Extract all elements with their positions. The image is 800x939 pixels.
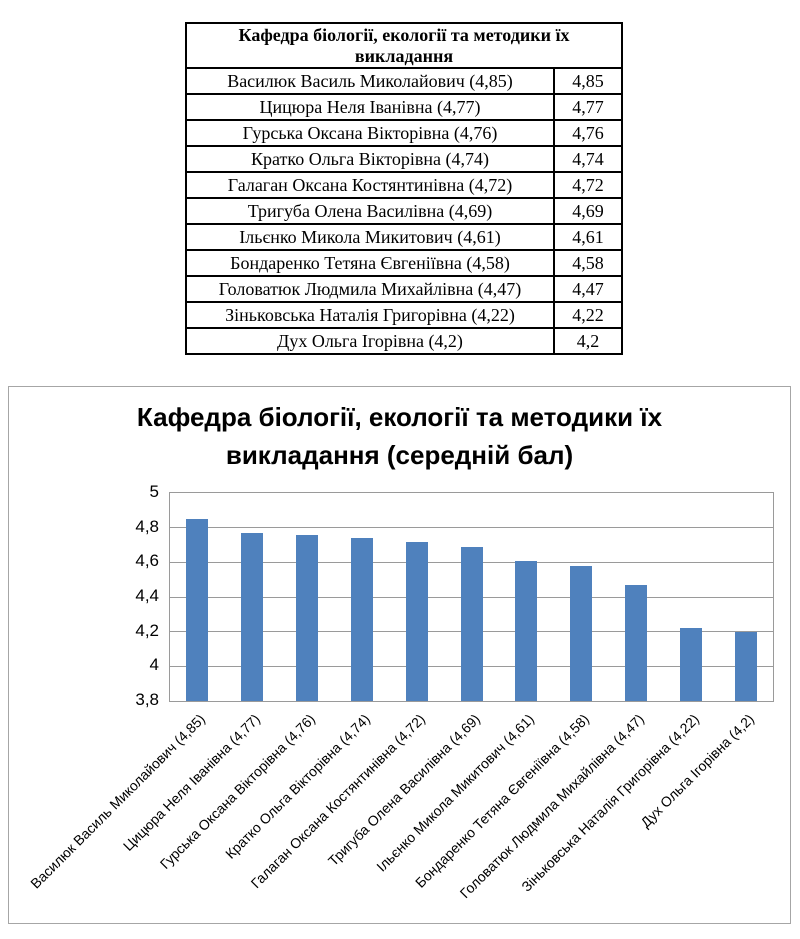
- table-row: Ільєнко Микола Микитович (4,61) 4,61: [185, 223, 624, 251]
- bar: [296, 534, 319, 701]
- table-cell-name: Цицюра Неля Іванівна (4,77): [185, 93, 555, 121]
- bar: [570, 565, 593, 701]
- table-row: Галаган Оксана Костянтинівна (4,72) 4,72: [185, 171, 624, 199]
- bar: [460, 546, 483, 701]
- table-row: Головатюк Людмила Михайлівна (4,47) 4,47: [185, 275, 624, 303]
- bar: [241, 532, 264, 701]
- bar: [405, 541, 428, 701]
- table-body: Василюк Василь Миколайович (4,85) 4,85 Циц…: [185, 67, 624, 355]
- table-cell-name: Гурська Оксана Вікторівна (4,76): [185, 119, 555, 147]
- y-tick-label: 5: [149, 482, 159, 501]
- y-tick-label: 4,4: [135, 586, 159, 605]
- y-tick-label: 4,2: [135, 620, 159, 640]
- table-cell-name: Кратко Ольга Вікторівна (4,74): [185, 145, 555, 173]
- table-cell-name: Галаган Оксана Костянтинівна (4,72): [185, 171, 555, 199]
- scores-table: Кафедра біології, екології та методики ї…: [184, 22, 624, 355]
- table-row: Тригуба Олена Василівна (4,69) 4,69: [185, 197, 624, 225]
- chart-frame: Кафедра біології, екології та методики ї…: [8, 386, 791, 924]
- table-cell-name: Зіньковська Наталія Григорівна (4,22): [185, 301, 555, 329]
- bar: [515, 560, 538, 701]
- chart-title: Кафедра біології, екології та методики ї…: [9, 398, 790, 474]
- table-cell-name: Головатюк Людмила Михайлівна (4,47): [185, 275, 555, 303]
- table-cell-value: 4,22: [552, 301, 624, 329]
- gridline: [170, 527, 773, 529]
- table-header-row: Кафедра біології, екології та методики ї…: [184, 22, 624, 69]
- table-row: Цицюра Неля Іванівна (4,77) 4,77: [185, 93, 624, 121]
- table-cell-name: Ільєнко Микола Микитович (4,61): [185, 223, 555, 251]
- table-cell-value: 4,2: [552, 327, 624, 355]
- table-cell-value: 4,58: [552, 249, 624, 277]
- table-cell-value: 4,61: [552, 223, 624, 251]
- table-cell-name: Дух Ольга Ігорівна (4,2): [185, 327, 555, 355]
- table-cell-value: 4,47: [552, 275, 624, 303]
- table-cell-value: 4,85: [552, 67, 624, 95]
- table-header: Кафедра біології, екології та методики ї…: [184, 22, 624, 69]
- table-row: Кратко Ольга Вікторівна (4,74) 4,74: [185, 145, 624, 173]
- y-tick-label: 4,8: [135, 516, 159, 536]
- y-tick-label: 3,8: [135, 690, 159, 709]
- chart-title-line-2: викладання (середній бал): [225, 440, 574, 470]
- table-cell-name: Василюк Василь Миколайович (4,85): [185, 67, 555, 95]
- table-row: Зіньковська Наталія Григорівна (4,22) 4,2…: [185, 301, 624, 329]
- y-tick-label: 4,6: [135, 551, 159, 571]
- chart-title-line-1: Кафедра біології, екології та методики ї…: [136, 402, 663, 432]
- table-cell-value: 4,69: [552, 197, 624, 225]
- table-cell-value: 4,76: [552, 119, 624, 147]
- bar: [350, 538, 373, 701]
- y-tick-label: 4: [149, 655, 159, 675]
- table-cell-value: 4,72: [552, 171, 624, 199]
- table-row: Василюк Василь Миколайович (4,85) 4,85: [185, 67, 624, 95]
- bar: [679, 628, 702, 701]
- table-row: Бондаренко Тетяна Євгеніївна (4,58) 4,58: [185, 249, 624, 277]
- table-cell-value: 4,77: [552, 93, 624, 121]
- bar: [734, 631, 757, 701]
- table-cell-name: Тригуба Олена Василівна (4,69): [185, 197, 555, 225]
- table-row: Дух Ольга Ігорівна (4,2) 4,2: [185, 327, 624, 355]
- table-cell-value: 4,74: [552, 145, 624, 173]
- table-cell-name: Бондаренко Тетяна Євгеніївна (4,58): [185, 249, 555, 277]
- plot-area: [169, 492, 774, 702]
- table-row: Гурська Оксана Вікторівна (4,76) 4,76: [185, 119, 624, 147]
- bar: [624, 584, 647, 701]
- bar: [186, 519, 209, 701]
